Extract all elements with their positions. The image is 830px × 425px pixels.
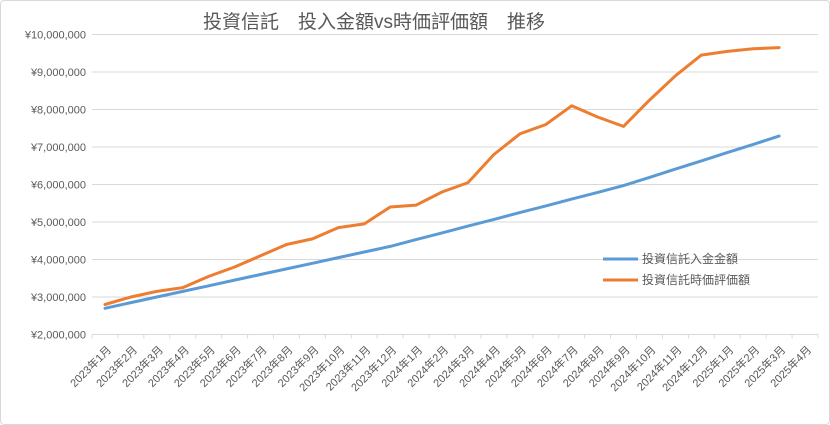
y-axis-labels: ¥2,000,000 ¥3,000,000 ¥4,000,000 ¥5,000,000… [24,30,86,342]
chart-title: 投資信託 投入金額vs時価評価額 推移 [203,11,545,33]
y-axis-label: ¥5,000,000 [30,217,86,229]
y-axis-label: ¥7,000,000 [30,142,86,154]
legend: 投資信託入金金額 投資信託時価評価額 [603,251,750,287]
y-axis-label: ¥3,000,000 [30,292,86,304]
legend-label-market-value: 投資信託時価評価額 [642,272,750,287]
market-value-line [103,46,781,306]
legend-item-deposit: 投資信託入金金額 [603,251,738,266]
y-axis-label: ¥10,000,000 [24,30,86,42]
deposit-amount-line [103,134,781,310]
axes [91,334,819,339]
y-axis-label: ¥4,000,000 [30,255,86,267]
legend-item-market-value: 投資信託時価評価額 [603,272,750,287]
x-axis-labels: 2023年1月2023年2月2023年3月2023年4月2023年5月2023年… [67,343,814,394]
y-axis-label: ¥9,000,000 [30,67,86,79]
gridlines [92,34,818,335]
y-axis-label: ¥2,000,000 [30,330,86,342]
y-axis-label: ¥6,000,000 [30,180,86,192]
series-lines [103,46,781,310]
legend-label-deposit: 投資信託入金金額 [642,251,738,266]
y-axis-label: ¥8,000,000 [30,105,86,117]
